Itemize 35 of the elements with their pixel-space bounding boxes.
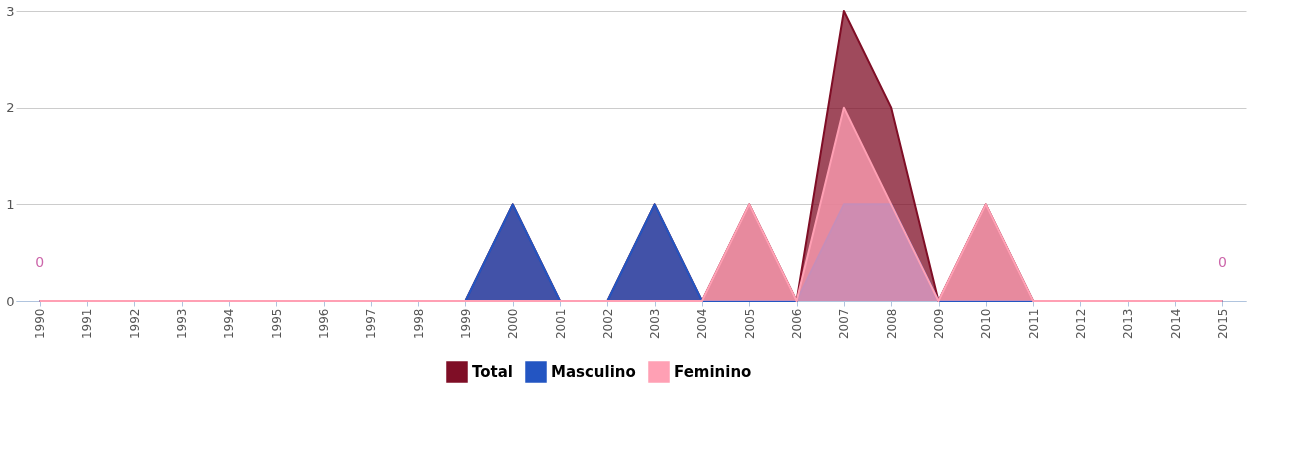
- x-tick-label: 1990: [33, 308, 48, 340]
- x-tick-label: 1991: [80, 308, 95, 340]
- x-tick-label: 2009: [932, 308, 946, 340]
- legend-label: Feminino: [674, 363, 752, 381]
- x-tick-label: 1994: [222, 308, 237, 340]
- x-tick-label: 2004: [695, 308, 710, 340]
- x-tick-label: 1992: [127, 308, 142, 340]
- annotation: 0: [1217, 254, 1227, 270]
- x-tick-label: 1996: [317, 308, 331, 340]
- x-tick-label: 2005: [742, 308, 757, 340]
- x-tick-label: 1995: [269, 308, 284, 340]
- x-tick-label: 2010: [979, 308, 994, 340]
- y-tick-label: 2: [6, 100, 15, 116]
- annotation: 0: [35, 254, 45, 270]
- x-tick-label: 2002: [600, 308, 615, 340]
- x-tick-label: 2008: [884, 308, 899, 340]
- x-tick-label: 2000: [506, 308, 521, 340]
- y-tick-label: 0: [6, 293, 15, 309]
- x-tick-label: 2014: [1168, 308, 1183, 340]
- legend-label: Total: [472, 363, 513, 381]
- x-tick-label: 2006: [790, 308, 805, 340]
- x-tick-label: 2013: [1121, 308, 1136, 340]
- x-tick-label: 2011: [1026, 308, 1041, 340]
- x-tick-label: 2012: [1073, 308, 1088, 340]
- x-tick-label: 2015: [1215, 308, 1230, 340]
- x-tick-label: 2003: [648, 308, 663, 340]
- y-tick-label: 1: [6, 196, 15, 212]
- x-tick-label: 1998: [411, 308, 426, 340]
- x-tick-label: 1993: [175, 308, 190, 340]
- y-tick-label: 3: [6, 3, 15, 19]
- x-tick-label: 2001: [553, 308, 568, 340]
- legend-label: Masculino: [551, 363, 636, 381]
- x-tick-label: 1999: [458, 308, 473, 340]
- x-tick-label: 2007: [837, 308, 852, 340]
- x-tick-label: 1997: [364, 308, 379, 340]
